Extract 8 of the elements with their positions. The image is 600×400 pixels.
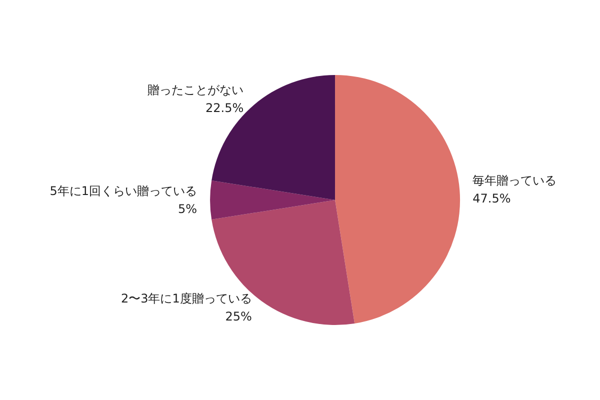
data-label: 25%	[225, 310, 252, 324]
slice-label: 5年に1回くらい贈っている	[50, 184, 198, 198]
data-label: 47.5%	[472, 192, 511, 206]
data-label: 22.5%	[206, 100, 244, 115]
slice-label: 2〜3年に1度贈っている	[120, 292, 252, 306]
slice-label: 毎年贈っている	[472, 174, 557, 188]
slice-label: 贈ったことがない	[148, 82, 244, 97]
data-label: 5%	[178, 202, 198, 216]
